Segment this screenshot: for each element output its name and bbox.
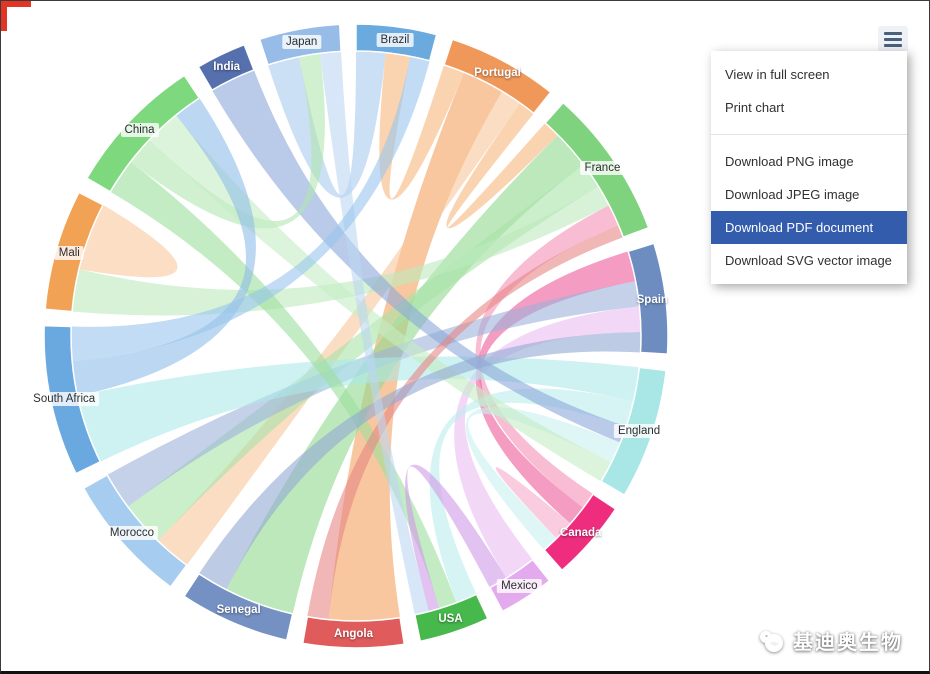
chord-link-portugal-angola[interactable] bbox=[328, 72, 502, 621]
menu-item-download-png[interactable]: Download PNG image bbox=[725, 154, 854, 169]
chart-context-menu: View in full screen Print chart Download… bbox=[711, 51, 907, 284]
country-arc-senegal[interactable] bbox=[182, 572, 294, 642]
country-arc-angola[interactable] bbox=[301, 615, 406, 649]
chord-link-spain-morocco[interactable] bbox=[107, 281, 640, 507]
chord-link-portugal-brazil[interactable] bbox=[379, 53, 464, 200]
menu-item-print-chart[interactable]: Print chart bbox=[725, 100, 785, 115]
country-arc-india[interactable] bbox=[197, 43, 255, 92]
corner-accent bbox=[1, 1, 7, 31]
chord-link-south-africa-china[interactable] bbox=[72, 98, 256, 396]
chord-link-england-usa[interactable] bbox=[429, 388, 633, 603]
country-arc-portugal[interactable] bbox=[443, 38, 552, 115]
chord-diagram-svg bbox=[43, 23, 669, 649]
chord-link-china-england[interactable] bbox=[149, 115, 611, 482]
hamburger-icon bbox=[884, 37, 902, 41]
chord-link-canada-france[interactable] bbox=[475, 205, 618, 508]
chord-link-england-canada[interactable] bbox=[465, 407, 620, 550]
menu-divider bbox=[711, 134, 907, 135]
menu-item-download-pdf[interactable]: Download PDF document bbox=[711, 211, 907, 244]
menu-item-download-jpeg[interactable]: Download JPEG image bbox=[725, 187, 860, 202]
chick-logo-icon bbox=[758, 628, 786, 654]
chord-link-france-senegal[interactable] bbox=[226, 135, 584, 614]
watermark-text: 基迪奥生物 bbox=[793, 632, 903, 654]
chord-link-china-japan[interactable] bbox=[130, 53, 325, 229]
country-arc-spain[interactable] bbox=[627, 242, 669, 355]
chart-context-menu-button[interactable] bbox=[878, 26, 908, 52]
chord-link-senegal-spain[interactable] bbox=[199, 332, 641, 590]
chord-link-mali-mali[interactable] bbox=[79, 205, 178, 278]
hamburger-icon bbox=[884, 31, 902, 35]
chord-chart: Brazil Portugal France Spain England Canada Me… bbox=[6, 6, 706, 666]
chord-link-china-usa[interactable] bbox=[110, 162, 457, 609]
corner-accent bbox=[1, 1, 31, 7]
country-arc-canada[interactable] bbox=[543, 493, 617, 572]
menu-item-download-svg[interactable]: Download SVG vector image bbox=[725, 253, 892, 268]
hamburger-icon bbox=[884, 43, 902, 47]
chord-link-canada-canada[interactable] bbox=[495, 467, 571, 539]
chord-link-japan-usa[interactable] bbox=[319, 51, 429, 615]
chord-link-south-africa-brazil[interactable] bbox=[71, 56, 430, 362]
chord-link-england-india[interactable] bbox=[212, 70, 626, 443]
menu-item-view-full-screen[interactable]: View in full screen bbox=[725, 67, 830, 82]
watermark: 基迪奥生物 bbox=[758, 626, 903, 655]
chord-link-japan-brazil[interactable] bbox=[268, 51, 386, 198]
chord-link-england-south-africa[interactable] bbox=[77, 356, 639, 462]
country-arc-usa[interactable] bbox=[413, 593, 489, 643]
